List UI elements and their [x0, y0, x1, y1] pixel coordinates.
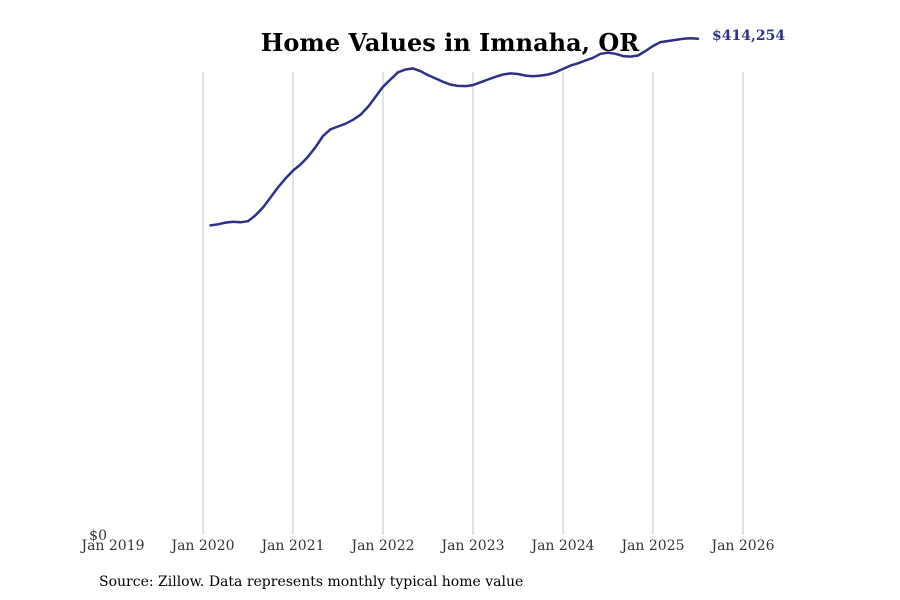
series-line: [209, 36, 700, 227]
chart-title: Home Values in Imnaha, OR: [260, 28, 640, 57]
x-tick-label: Jan 2020: [169, 538, 234, 554]
x-tick-label: Jan 2019: [79, 538, 144, 554]
x-axis-ticks: Jan 2019 Jan 2020 Jan 2021 Jan 2022 Jan 2023…: [79, 538, 774, 554]
x-tick-label: Jan 2022: [349, 538, 414, 554]
source-note: Source: Zillow. Data represents monthly …: [99, 574, 524, 590]
x-tick-label: Jan 2021: [259, 538, 324, 554]
y-axis-ticks: $0: [89, 528, 107, 544]
series-layer: [209, 36, 700, 227]
end-label-layer: $414,254: [712, 28, 785, 44]
x-tick-label: Jan 2025: [619, 538, 684, 554]
y-tick-label: $0: [89, 528, 107, 544]
x-tick-label: Jan 2023: [439, 538, 504, 554]
x-tick-label: Jan 2024: [529, 538, 594, 554]
grid-lines: [202, 72, 744, 535]
end-value-label: $414,254: [712, 28, 785, 44]
x-tick-label: Jan 2026: [709, 538, 774, 554]
